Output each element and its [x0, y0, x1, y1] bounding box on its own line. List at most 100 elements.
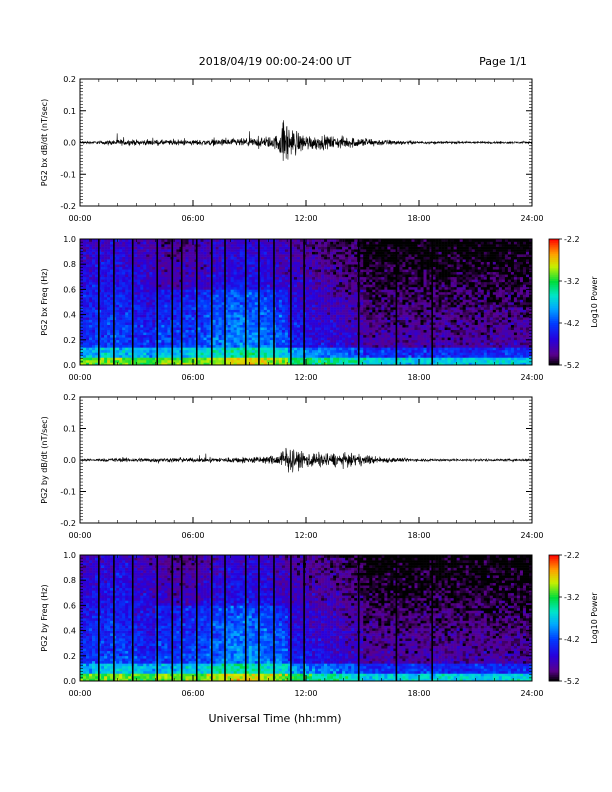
spectrogram-cell — [360, 256, 364, 260]
spectrogram-cell — [287, 286, 292, 290]
spectrogram-cell — [321, 329, 325, 333]
spectrogram-cell — [98, 266, 102, 270]
spectrogram-cell — [176, 332, 180, 336]
spectrogram-cell — [182, 357, 186, 361]
spectrogram-cell — [342, 314, 346, 318]
spectrogram-cell — [188, 299, 192, 303]
spectrogram-cell — [149, 344, 153, 348]
spectrogram-cell — [242, 264, 247, 268]
spectrogram-cell — [110, 347, 114, 351]
spectrogram-cell — [203, 246, 207, 250]
spectrogram-cell — [281, 339, 286, 343]
spectrogram-cell — [182, 309, 186, 313]
spectrogram-cell — [218, 319, 222, 323]
spectrogram-cell — [363, 317, 367, 320]
spectrogram-cell — [345, 289, 349, 293]
spectrogram-cell — [318, 352, 322, 356]
spectrogram-cell — [218, 322, 222, 325]
spectrogram-cell — [239, 332, 244, 336]
spectrogram-cell — [215, 339, 219, 343]
spectrogram-cell — [245, 289, 250, 293]
spectrogram-cell — [128, 312, 132, 315]
spectrogram-cell — [215, 304, 219, 308]
spectrogram-cell — [296, 302, 301, 305]
spectrogram-cell — [92, 299, 96, 303]
spectrogram-cell — [321, 239, 325, 242]
spectrogram-cell — [212, 307, 216, 310]
spectrogram-cell — [113, 357, 117, 361]
spectrogram-cell — [306, 307, 310, 310]
spectrogram-cell — [345, 312, 349, 315]
spectrogram-cell — [122, 239, 126, 242]
spectrogram-cell — [80, 312, 84, 315]
spectrogram-cell — [152, 347, 156, 351]
spectrogram-cell — [242, 269, 247, 273]
spectrogram-cell — [173, 334, 177, 338]
spectrogram-cell — [236, 284, 240, 288]
spectrogram-cell — [309, 271, 313, 275]
spectrogram-cell — [182, 327, 186, 331]
spectrogram-cell — [266, 327, 271, 331]
spectrogram-cell — [176, 359, 180, 363]
spectrogram-cell — [309, 266, 313, 270]
spectrogram-cell — [92, 319, 96, 323]
spectrogram-cell — [224, 259, 228, 262]
spectrogram-cell — [167, 239, 171, 242]
spectrogram-cell — [369, 334, 373, 338]
spectrogram-cell — [113, 254, 117, 257]
spectrogram-cell — [86, 289, 90, 293]
spectrogram-cell — [266, 342, 271, 346]
spectrogram-cell — [110, 239, 114, 242]
spectrogram-cell — [92, 307, 96, 310]
spectrogram-cell — [330, 327, 334, 331]
spectrogram-cell — [80, 296, 84, 300]
spectrogram-cell — [324, 256, 328, 260]
spectrogram-cell — [248, 251, 253, 255]
spectrogram-cell — [339, 324, 343, 328]
spectrogram-cell — [254, 314, 259, 318]
spectrogram-cell — [200, 289, 204, 293]
spectrogram-cell — [363, 284, 367, 288]
spectrogram-cell — [128, 337, 132, 341]
spectrogram-cell — [290, 281, 295, 285]
spectrogram-cell — [191, 302, 195, 305]
spectrogram-cell — [188, 307, 192, 310]
spectrogram-cell — [351, 317, 355, 320]
spectrogram-cell — [164, 339, 168, 343]
spectrogram-cell — [251, 337, 256, 341]
spectrogram-cell — [122, 289, 126, 293]
spectrogram-cell — [233, 266, 237, 270]
spectrogram-cell — [369, 291, 373, 295]
spectrogram-cell — [185, 246, 189, 250]
spectrogram-cell — [86, 264, 90, 268]
spectrogram-cell — [83, 339, 87, 343]
spectrogram-cell — [263, 276, 268, 280]
spectrogram-cell — [278, 271, 283, 275]
spectrogram-cell — [218, 244, 222, 247]
spectrogram-cell — [366, 349, 370, 353]
spectrogram-cell — [92, 274, 96, 278]
spectrogram-cell — [312, 304, 316, 308]
spectrogram-cell — [146, 259, 150, 262]
spectrogram-cell — [366, 304, 370, 308]
spectrogram-cell — [206, 294, 210, 298]
spectrogram-cell — [149, 239, 153, 242]
spectrogram-cell — [86, 344, 90, 348]
spectrogram-cell — [312, 359, 316, 363]
spectrogram-cell — [86, 342, 90, 346]
spectrogram-cell — [260, 344, 265, 348]
spectrogram-cell — [80, 289, 84, 293]
spectrogram-cell — [321, 286, 325, 290]
spectrogram-cell — [296, 244, 301, 247]
spectrogram-cell — [263, 269, 268, 273]
spectrogram-cell — [233, 254, 237, 257]
spectrogram-cell — [107, 342, 111, 346]
spectrogram-cell — [254, 249, 259, 252]
spectrogram-cell — [309, 249, 313, 252]
spectrogram-cell — [309, 256, 313, 260]
spectrogram-cell — [245, 274, 250, 278]
spectrogram-cell — [197, 294, 201, 298]
spectrogram-cell — [348, 304, 352, 308]
spectrogram-cell — [260, 334, 265, 338]
spectrogram-cell — [224, 309, 228, 313]
